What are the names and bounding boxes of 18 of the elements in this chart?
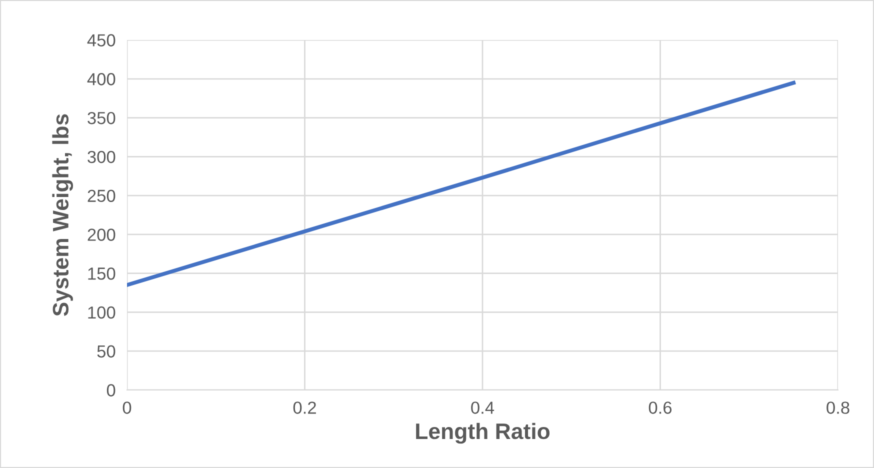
y-tick-label: 150 xyxy=(88,268,116,280)
y-tick-label: 200 xyxy=(88,228,116,241)
x-tick-label: 0 xyxy=(122,402,132,414)
y-axis-title: System Weight, lbs xyxy=(52,114,74,316)
x-tick-label: 0.6 xyxy=(648,402,672,414)
y-tick-label: 350 xyxy=(88,112,116,124)
y-tick-label: 0 xyxy=(106,384,116,396)
y-tick-label: 450 xyxy=(87,34,116,46)
line-series xyxy=(127,80,796,287)
y-tick-label: 250 xyxy=(88,190,116,202)
x-tick-label: 0.8 xyxy=(826,402,850,414)
y-tick-label: 100 xyxy=(88,306,116,319)
y-tick-label: 50 xyxy=(97,345,116,358)
x-tick-label: 0.4 xyxy=(471,402,494,414)
y-tick-label: 400 xyxy=(87,73,116,86)
y-tick-label: 300 xyxy=(88,150,116,164)
x-tick-label: 0.2 xyxy=(293,402,316,414)
x-axis-title: Length Ratio xyxy=(416,422,550,444)
